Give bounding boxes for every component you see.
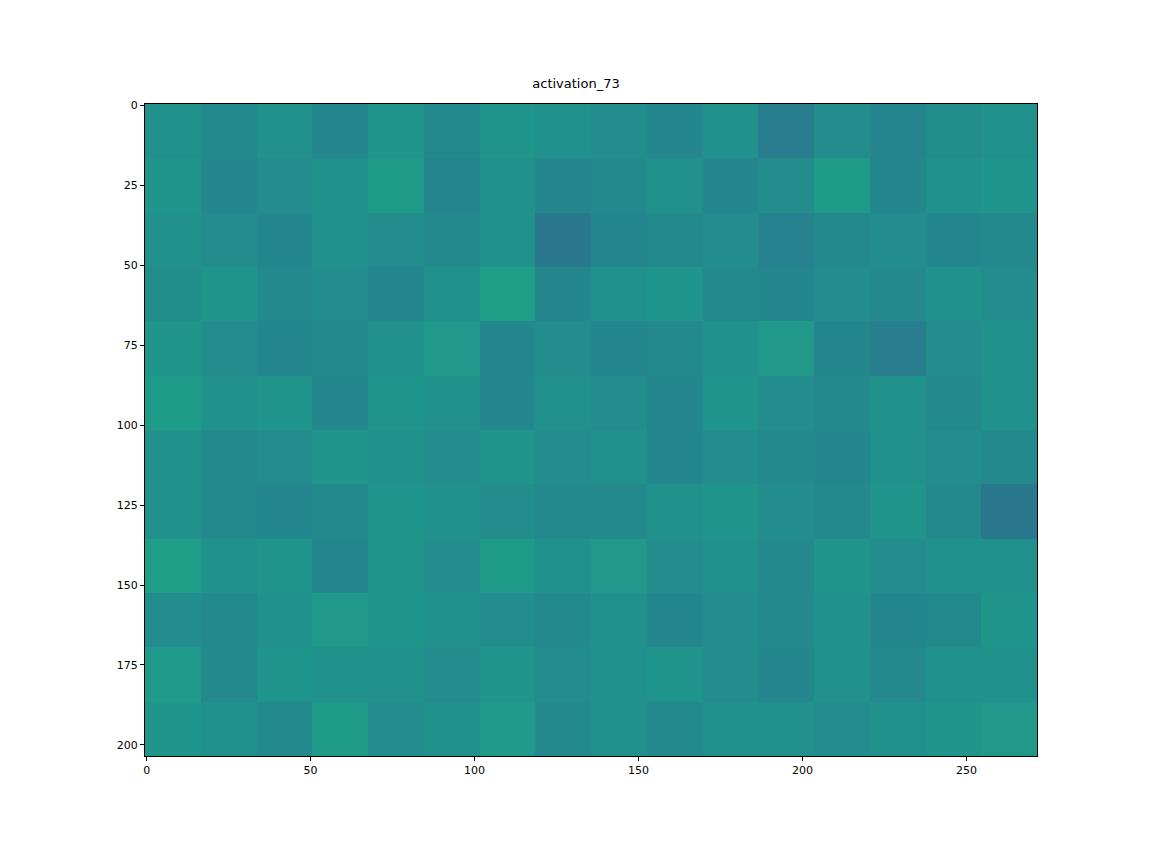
svg-text:125: 125 [117, 499, 138, 512]
svg-text:50: 50 [304, 764, 318, 777]
svg-text:100: 100 [117, 419, 138, 432]
svg-text:150: 150 [117, 579, 138, 592]
svg-text:100: 100 [464, 764, 485, 777]
svg-text:50: 50 [124, 259, 138, 272]
svg-text:0: 0 [143, 764, 150, 777]
svg-text:200: 200 [792, 764, 813, 777]
svg-text:250: 250 [956, 764, 977, 777]
svg-text:200: 200 [117, 739, 138, 752]
svg-text:activation_73: activation_73 [532, 76, 619, 91]
svg-text:150: 150 [628, 764, 649, 777]
svg-text:175: 175 [117, 659, 138, 672]
svg-text:75: 75 [124, 339, 138, 352]
svg-text:25: 25 [124, 179, 138, 192]
svg-text:0: 0 [131, 99, 138, 112]
